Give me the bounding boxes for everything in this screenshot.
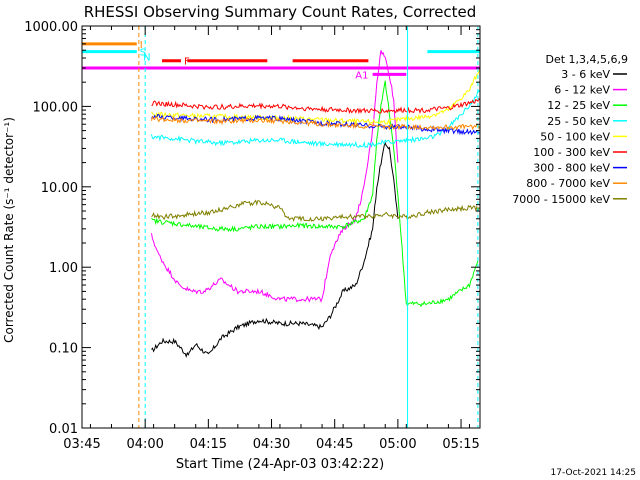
flag-label: F xyxy=(184,57,190,68)
legend-entry: 3 - 6 keV xyxy=(561,68,610,81)
x-tick-label: 05:15 xyxy=(442,437,479,452)
flag-label: I xyxy=(140,40,143,51)
series-line xyxy=(151,50,399,303)
legend-entry: 7000 - 15000 keV xyxy=(512,193,610,206)
timestamp: 17-Oct-2021 14:25 xyxy=(551,468,636,478)
y-axis-label: Corrected Count Rate (s⁻¹ detector⁻¹) xyxy=(2,117,16,343)
x-tick-label: 03:45 xyxy=(63,437,100,452)
x-tick-label: 05:00 xyxy=(379,437,416,452)
y-tick-label: 1000.00 xyxy=(24,20,78,35)
plot-area: ISN F A1 xyxy=(81,26,481,428)
y-tick-label: 100.00 xyxy=(33,100,79,115)
series-line xyxy=(151,67,481,126)
series-line xyxy=(151,115,481,131)
y-tick-label: 10.00 xyxy=(41,181,78,196)
series-line xyxy=(151,89,481,149)
x-tick-label: 04:30 xyxy=(253,437,290,452)
flag-label: N xyxy=(143,52,150,63)
flag-label: A1 xyxy=(355,70,368,81)
legend: Det 1,3,4,5,6,9 3 - 6 keV 6 - 12 keV 12 - 2… xyxy=(512,53,628,206)
legend-entry: 800 - 7000 keV xyxy=(526,177,610,190)
legend-entry: 12 - 25 keV xyxy=(547,99,610,112)
legend-entry: 6 - 12 keV xyxy=(554,84,610,97)
series-line xyxy=(151,113,481,136)
x-tick-label: 04:00 xyxy=(126,437,163,452)
x-tick-label: 04:15 xyxy=(190,437,227,452)
series-line xyxy=(151,199,481,223)
series-line xyxy=(151,141,399,358)
legend-entry: 25 - 50 keV xyxy=(547,115,610,128)
x-axis-label: Start Time (24-Apr-03 03:42:22) xyxy=(176,457,384,472)
y-tick-label: 0.10 xyxy=(49,342,78,357)
series-line xyxy=(151,98,481,115)
flag-label: S xyxy=(140,48,146,59)
x-tick-label: 04:45 xyxy=(316,437,353,452)
chart-title: RHESSI Observing Summary Count Rates, Co… xyxy=(84,3,477,21)
legend-title: Det 1,3,4,5,6,9 xyxy=(545,53,628,66)
legend-entry: 100 - 300 keV xyxy=(533,146,610,159)
series-line xyxy=(151,80,479,308)
legend-entry: 300 - 800 keV xyxy=(533,162,610,175)
legend-entry: 50 - 100 keV xyxy=(540,130,610,143)
plot-frame xyxy=(81,25,481,429)
y-tick-label: 1.00 xyxy=(49,261,78,276)
y-tick-label: 0.01 xyxy=(49,422,78,437)
